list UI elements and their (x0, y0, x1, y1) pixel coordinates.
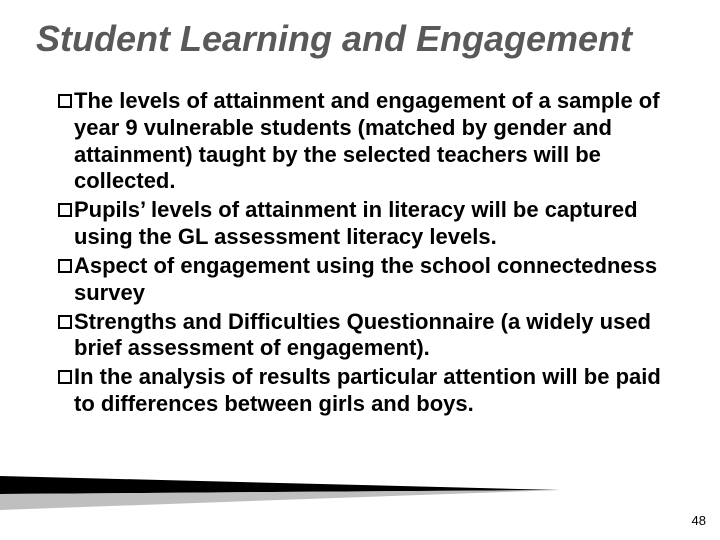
bullet-text: Strengths and Difficulties Questionnaire… (74, 309, 674, 363)
bullet-icon (58, 203, 72, 217)
bullet-text: In the analysis of results particular at… (74, 364, 674, 418)
body-text: The levels of attainment and engagement … (36, 88, 684, 418)
list-item: Strengths and Difficulties Questionnaire… (58, 309, 674, 363)
bullet-icon (58, 94, 72, 108)
slide-title: Student Learning and Engagement (36, 18, 684, 60)
bullet-text: Aspect of engagement using the school co… (74, 253, 674, 307)
bullet-icon (58, 370, 72, 384)
list-item: Pupils’ levels of attainment in literacy… (58, 197, 674, 251)
slide: Student Learning and Engagement The leve… (0, 0, 720, 540)
bullet-text: Pupils’ levels of attainment in literacy… (74, 197, 674, 251)
list-item: The levels of attainment and engagement … (58, 88, 674, 195)
list-item: Aspect of engagement using the school co… (58, 253, 674, 307)
bullet-text: The levels of attainment and engagement … (74, 88, 674, 195)
bullet-icon (58, 315, 72, 329)
page-number: 48 (692, 513, 706, 528)
bullet-icon (58, 259, 72, 273)
decorative-wedge (0, 476, 560, 510)
list-item: In the analysis of results particular at… (58, 364, 674, 418)
